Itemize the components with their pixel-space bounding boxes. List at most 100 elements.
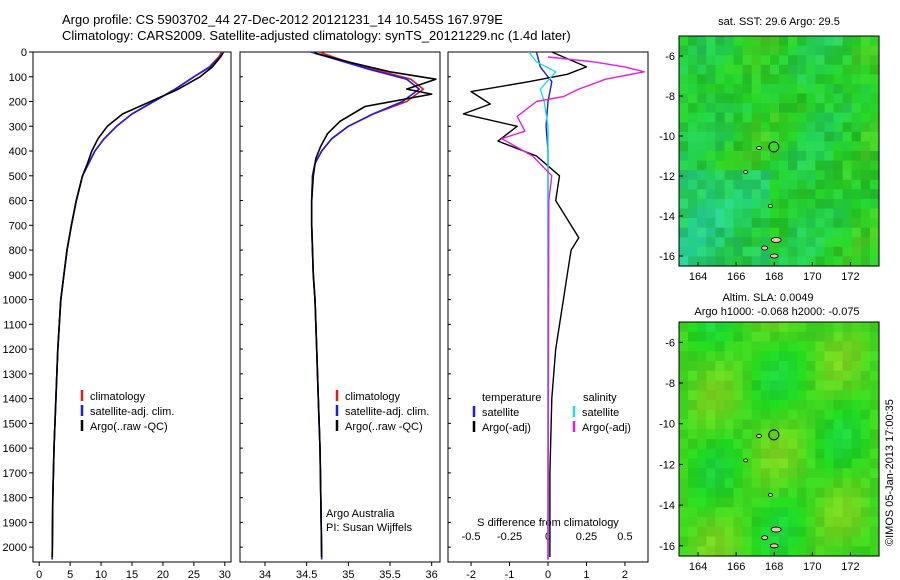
map-cell xyxy=(688,189,698,200)
map-cell xyxy=(869,93,880,104)
map-cell xyxy=(760,256,771,267)
depth-tick-label: 1200 xyxy=(3,344,27,356)
map-cell xyxy=(815,227,826,238)
map-cell xyxy=(779,179,789,190)
map-cell xyxy=(742,122,753,133)
map-cell xyxy=(797,36,807,47)
map-cell xyxy=(679,64,689,75)
map-cell xyxy=(724,256,735,267)
map-cell xyxy=(788,487,798,499)
map-cell xyxy=(715,331,726,343)
map-cell xyxy=(715,526,726,538)
lat-tick-label: -6 xyxy=(665,337,675,349)
map-cell xyxy=(869,546,880,557)
depth-tick-label: 500 xyxy=(9,171,27,183)
map-cell xyxy=(860,331,871,343)
legend-title: salinity xyxy=(583,392,617,404)
map-cell xyxy=(751,122,762,133)
map-cell xyxy=(869,112,880,123)
map-cell xyxy=(833,122,844,133)
x-tick-label: 34 xyxy=(259,569,271,580)
map-cell xyxy=(815,198,826,210)
map-cell xyxy=(679,331,689,343)
map-cell xyxy=(815,45,826,56)
map-cell xyxy=(860,179,871,190)
map-cell xyxy=(715,400,726,411)
map-cell xyxy=(751,400,762,411)
map-cell xyxy=(751,160,762,171)
map-cell xyxy=(715,74,726,85)
map-cell xyxy=(769,160,780,171)
map-cell xyxy=(815,468,826,479)
map-cell xyxy=(788,331,798,343)
map-cell xyxy=(697,341,707,352)
map-cell xyxy=(715,237,726,248)
map-cell xyxy=(760,439,771,450)
map-cell xyxy=(715,517,726,528)
map-cell xyxy=(869,218,880,229)
map-cell xyxy=(742,409,753,421)
depth-tick-label: 1600 xyxy=(3,443,27,455)
map-cell xyxy=(697,160,707,171)
map-cell xyxy=(760,246,771,257)
map-cell xyxy=(788,131,798,142)
map-cell xyxy=(742,370,753,382)
map-cell xyxy=(697,322,707,333)
map-cell xyxy=(769,64,780,75)
map-cell xyxy=(733,131,744,142)
map-cell xyxy=(724,83,735,95)
map-cell xyxy=(769,45,780,56)
map-cell xyxy=(706,198,716,210)
legend-label: Argo(..raw -QC) xyxy=(345,421,423,433)
map-cell xyxy=(697,64,707,75)
map-cell xyxy=(851,103,862,114)
map-cell xyxy=(833,198,844,210)
map-cell xyxy=(815,151,826,162)
map-cell xyxy=(742,227,753,238)
map-cell xyxy=(851,497,862,508)
map-cell xyxy=(851,55,862,66)
map-cell xyxy=(842,122,853,133)
map-cell xyxy=(715,246,726,257)
island-shape xyxy=(770,526,782,533)
depth-tick-label: 0 xyxy=(21,47,27,59)
map-cell xyxy=(815,55,826,66)
map-cell xyxy=(760,55,771,66)
map-cell xyxy=(779,409,789,421)
map-cell xyxy=(815,478,826,489)
map-cell xyxy=(697,179,707,190)
map-cell xyxy=(679,517,689,528)
map-cell xyxy=(860,64,871,75)
map-cell xyxy=(733,400,744,411)
map-cell xyxy=(751,103,762,114)
legend-label: climatology xyxy=(345,391,401,403)
map-cell xyxy=(788,419,798,430)
map-cell xyxy=(851,458,862,469)
map-cell xyxy=(706,179,716,190)
map-cell xyxy=(869,536,880,547)
map-cell xyxy=(724,546,735,557)
map-cell xyxy=(842,331,853,343)
x-tick-label: 35.5 xyxy=(379,569,400,580)
map-cell xyxy=(797,526,807,538)
map-cell xyxy=(779,546,789,557)
island-shape xyxy=(769,253,779,259)
map-cell xyxy=(860,517,871,528)
map-cell xyxy=(833,439,844,450)
map-cell xyxy=(788,370,798,382)
map-cell xyxy=(851,517,862,528)
map-cell xyxy=(797,122,807,133)
map-cell xyxy=(779,507,789,518)
map-cell xyxy=(769,390,780,401)
map-cell xyxy=(824,351,835,362)
map-cell xyxy=(833,256,844,267)
map-cell xyxy=(815,546,826,557)
map-cell xyxy=(833,322,844,333)
map-cell xyxy=(815,64,826,75)
map-cell xyxy=(760,536,771,547)
map-cell xyxy=(706,246,716,257)
map-cell xyxy=(742,351,753,362)
map-cell xyxy=(706,322,716,333)
map-cell xyxy=(860,351,871,362)
map-cell xyxy=(760,122,771,133)
